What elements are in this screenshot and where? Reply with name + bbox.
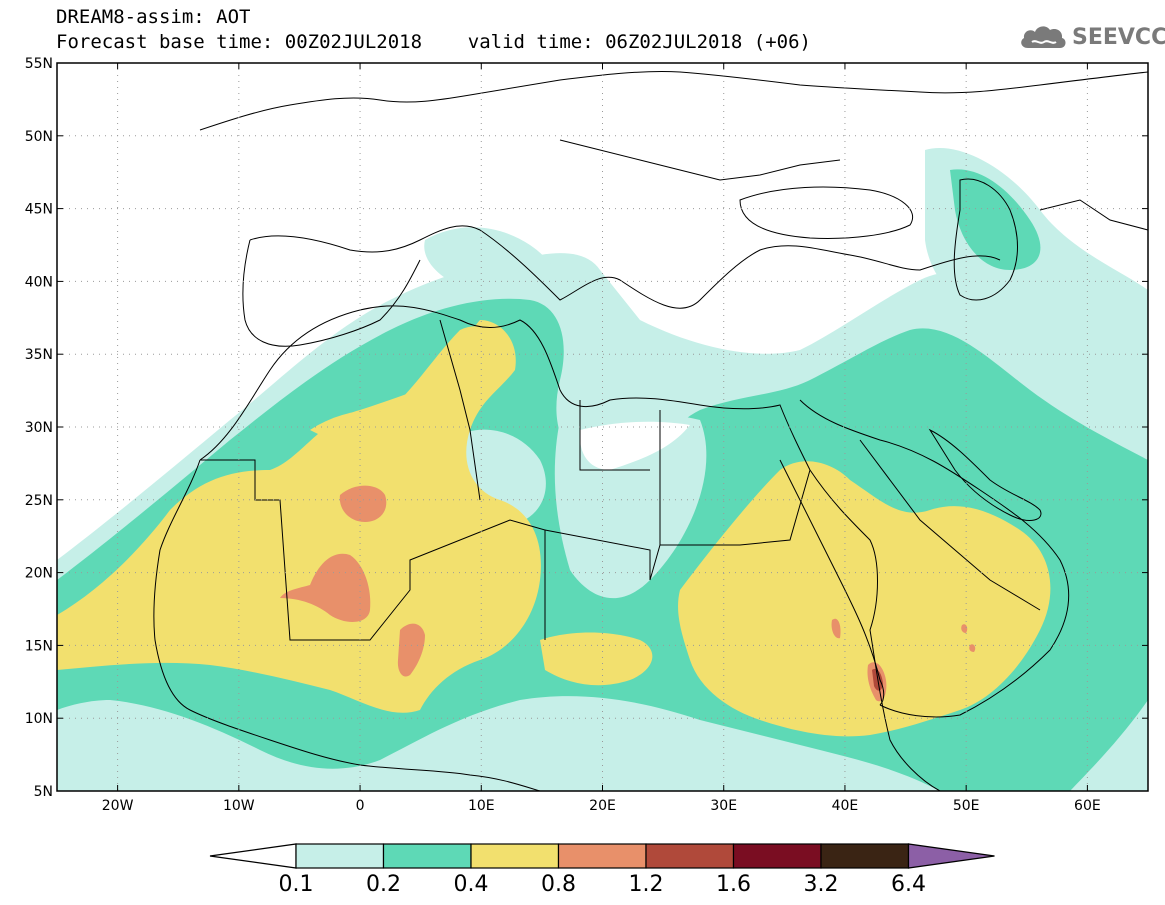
colorbar-label: 3.2	[804, 872, 839, 897]
coast-iberia	[242, 239, 421, 347]
coast-persian-gulf	[928, 428, 1042, 521]
colorbar-swatch	[295, 843, 385, 869]
colorbar-swatch	[557, 843, 647, 869]
lon-tick-label: 40E	[832, 798, 859, 814]
colorbar-swatch	[820, 843, 910, 869]
border-7	[1039, 199, 1148, 231]
aot-band-0.8-yemen2	[969, 644, 976, 652]
aot-band-0.4-west	[57, 320, 541, 713]
border-4	[579, 400, 650, 471]
coast-north-europe	[199, 71, 1148, 131]
colorbar-swatch	[732, 843, 822, 869]
coast-europe	[249, 225, 1001, 309]
seevccc-logo: SEEVCCC	[1018, 22, 1165, 52]
colorbar-label: 0.8	[541, 872, 576, 897]
border-1	[200, 459, 546, 641]
graticule	[57, 63, 1148, 791]
colorbar-label: 0.4	[454, 872, 489, 897]
lat-tick-label: 20N	[25, 566, 53, 582]
colorbar-label: 0.2	[366, 872, 401, 897]
lon-tick-label: 50E	[953, 798, 980, 814]
colorbar-under-triangle	[209, 843, 297, 869]
longitude-axis: 20W 10W 0 10E 20E 30E 40E 50E 60E	[102, 63, 1101, 814]
lon-tick-label: 60E	[1074, 798, 1101, 814]
lon-tick-label: 20W	[102, 798, 134, 814]
lat-tick-label: 55N	[25, 56, 53, 72]
lat-tick-label: 35N	[25, 347, 53, 363]
lat-tick-label: 30N	[25, 420, 53, 436]
colorbar-label: 1.6	[716, 872, 751, 897]
lat-tick-label: 15N	[25, 638, 53, 654]
coast-blacksea	[739, 186, 913, 239]
latitude-axis: 55N 50N 45N 40N 35N 30N 25N 20N 15N 10N 5N	[25, 56, 1148, 800]
cloud-icon	[1021, 26, 1066, 48]
lat-tick-label: 10N	[25, 711, 53, 727]
aot-field	[57, 148, 1148, 791]
title-line-2: Forecast base time: 00Z02JUL2018 valid t…	[56, 31, 811, 53]
logo-text: SEEVCCC	[1072, 24, 1165, 50]
lat-tick-label: 50N	[25, 129, 53, 145]
lon-tick-label: 30E	[710, 798, 737, 814]
border-6	[859, 439, 1041, 611]
colorbar-swatch	[645, 843, 735, 869]
aot-band-0.4-east	[678, 461, 1051, 737]
aot-band-0.8-yemen	[961, 624, 968, 633]
lon-tick-label: 0	[356, 798, 365, 814]
colorbar-label: 1.2	[629, 872, 664, 897]
aot-band-0.4-sahel	[540, 632, 653, 686]
coast-arabia	[799, 399, 1070, 718]
colorbar-swatch	[382, 843, 472, 869]
colorbar: 0.1 0.2 0.4 0.8 1.2 1.6 3.2 6.4	[209, 843, 995, 897]
aot-band-0.8-algeria	[339, 485, 387, 522]
lon-tick-label: 10W	[223, 798, 255, 814]
aot-band-0.8-sudan	[831, 618, 841, 639]
aot-band-0.4-algeria	[310, 410, 400, 440]
lat-tick-label: 25N	[25, 493, 53, 509]
lon-tick-label: 10E	[468, 798, 495, 814]
colorbar-swatch	[470, 843, 560, 869]
aot-hole-egypt-white	[579, 421, 690, 470]
colorbar-over-triangle	[907, 843, 995, 869]
lat-tick-label: 40N	[25, 274, 53, 290]
title-line-1: DREAM8-assim: AOT	[56, 6, 251, 28]
coast-caspian	[953, 178, 1018, 301]
border-8	[559, 139, 841, 181]
lat-tick-label: 45N	[25, 202, 53, 218]
colorbar-label: 0.1	[279, 872, 314, 897]
aot-band-0.8-mali	[280, 553, 371, 622]
lon-tick-label: 20E	[589, 798, 616, 814]
border-3	[439, 319, 481, 501]
colorbar-label: 6.4	[891, 872, 926, 897]
red-sea	[779, 459, 885, 706]
aot-band-0.8-niger	[397, 623, 425, 677]
lat-tick-label: 5N	[34, 784, 53, 800]
coastlines-and-borders	[153, 71, 1148, 791]
aot-band-0.4-tunisia	[400, 326, 500, 405]
coast-africa-west	[153, 459, 541, 791]
